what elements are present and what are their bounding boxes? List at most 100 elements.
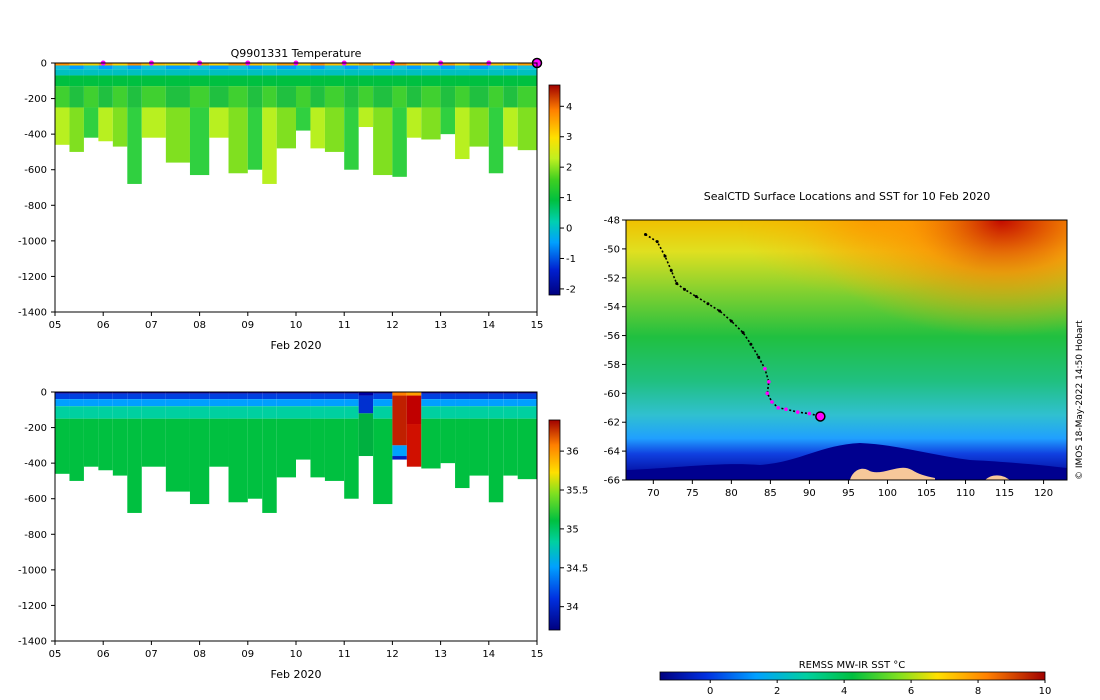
profile-cell: [83, 399, 99, 407]
profile-cell: [358, 69, 374, 76]
profile-cell: [310, 418, 325, 478]
track-point: [683, 287, 687, 291]
sst-colorbar-tick-label: 4: [841, 686, 847, 697]
profile-cell: [83, 418, 99, 467]
profile-cell: [296, 75, 311, 87]
profile-cell: [469, 393, 489, 400]
profile-cell: [127, 75, 142, 87]
profile-cell: [440, 392, 456, 394]
profile-cell: [517, 107, 537, 151]
profile-cell: [276, 86, 296, 108]
profile-cell: [488, 418, 504, 503]
track-point: [784, 407, 788, 412]
profile-cell: [69, 406, 84, 419]
temperature-x-ticks: 05 06 07 08 09 10 11 12 13 14 15: [49, 312, 544, 331]
profile-cell: [55, 75, 70, 87]
profile-cell: [392, 395, 407, 446]
profile-cell: [209, 69, 229, 76]
track-point: [706, 302, 710, 306]
profile-cell: [488, 393, 504, 400]
profile-cell: [98, 418, 113, 471]
profile-cell: [112, 399, 128, 407]
profile-cell: [276, 63, 296, 66]
profile-cell: [488, 107, 504, 174]
profile-cell: [209, 406, 229, 419]
profile-cell: [209, 75, 229, 87]
profile-cell: [189, 393, 210, 400]
x-tick-label: 07: [145, 649, 158, 660]
track-point: [749, 342, 753, 346]
y-tick-label: -56: [604, 331, 620, 342]
profile-cell: [247, 393, 263, 400]
x-tick-label: 15: [531, 320, 544, 331]
profile-cell: [440, 75, 456, 87]
profile-cell: [112, 69, 128, 76]
profile-cell: [455, 63, 470, 66]
profile-cell: [406, 63, 422, 66]
track-point: [694, 295, 698, 299]
profile-cell: [98, 107, 113, 142]
x-tick-label: 05: [49, 320, 62, 331]
profile-cell: [358, 392, 374, 396]
salinity-y-ticks: 0 -200 -400 -600 -800 -1000 -1200 -1400: [18, 388, 55, 648]
track-point: [767, 379, 771, 384]
profile-cell: [247, 69, 263, 76]
map-x-ticks: 70 75 80 85 90 95 100 105 110 115 120: [647, 480, 1053, 499]
profile-cell: [165, 392, 190, 394]
profile-cell: [55, 418, 70, 474]
profile-cell: [440, 399, 456, 407]
profile-cell: [488, 75, 504, 87]
profile-cell: [165, 406, 190, 419]
sst-colorbar-group: REMSS MW-IR SST °C 0 2 4 6 8 10: [659, 660, 1051, 697]
profile-cell: [406, 75, 422, 87]
salinity-x-ticks: 05 06 07 08 09 10 11 12 13 14 15: [49, 641, 543, 660]
x-tick-label: 100: [878, 488, 897, 499]
profile-cell: [262, 63, 277, 66]
profile-cell: [373, 69, 393, 76]
profile-cell: [392, 445, 407, 457]
profile-cell: [189, 399, 210, 407]
profile-cell: [262, 393, 277, 400]
profile-cell: [55, 392, 70, 394]
profile-cell: [98, 65, 113, 70]
temperature-profiles: [55, 63, 537, 184]
profile-cell: [296, 69, 311, 76]
profile-cell: [296, 392, 311, 394]
profile-cell: [503, 393, 518, 400]
profile-cell: [98, 393, 113, 400]
profile-cell: [488, 69, 504, 76]
salinity-profiles: [55, 392, 537, 513]
track-point: [663, 254, 667, 258]
profile-cell: [209, 86, 229, 108]
x-tick-label: 06: [97, 320, 110, 331]
map-title: SealCTD Surface Locations and SST for 10…: [704, 190, 991, 203]
x-tick-label: 07: [145, 320, 158, 331]
y-tick-label: -200: [24, 423, 47, 434]
profile-cell: [247, 75, 263, 87]
x-tick-label: 09: [241, 649, 254, 660]
profile-cell: [406, 392, 422, 396]
profile-cell: [55, 65, 70, 70]
profile-cell: [373, 86, 393, 108]
profile-cell: [324, 69, 345, 76]
profile-cell: [276, 69, 296, 76]
profile-cell: [228, 86, 248, 108]
profile-cell: [165, 399, 190, 407]
profile-cell: [112, 65, 128, 70]
profile-cell: [296, 86, 311, 108]
profile-cell: [358, 413, 374, 457]
profile-cell: [141, 69, 166, 76]
profile-cell: [421, 86, 441, 108]
colorbar-tick-label: 1: [566, 193, 572, 204]
x-tick-label: 12: [386, 649, 399, 660]
temperature-title: Q9901331 Temperature: [231, 47, 362, 60]
profile-cell: [189, 406, 210, 419]
salinity-colorbar: [548, 419, 561, 631]
profile-cell: [165, 65, 190, 70]
x-tick-label: 120: [1034, 488, 1053, 499]
profile-cell: [358, 86, 374, 108]
profile-cell: [310, 65, 325, 70]
profile-cell: [228, 75, 248, 87]
profile-cell: [358, 75, 374, 87]
